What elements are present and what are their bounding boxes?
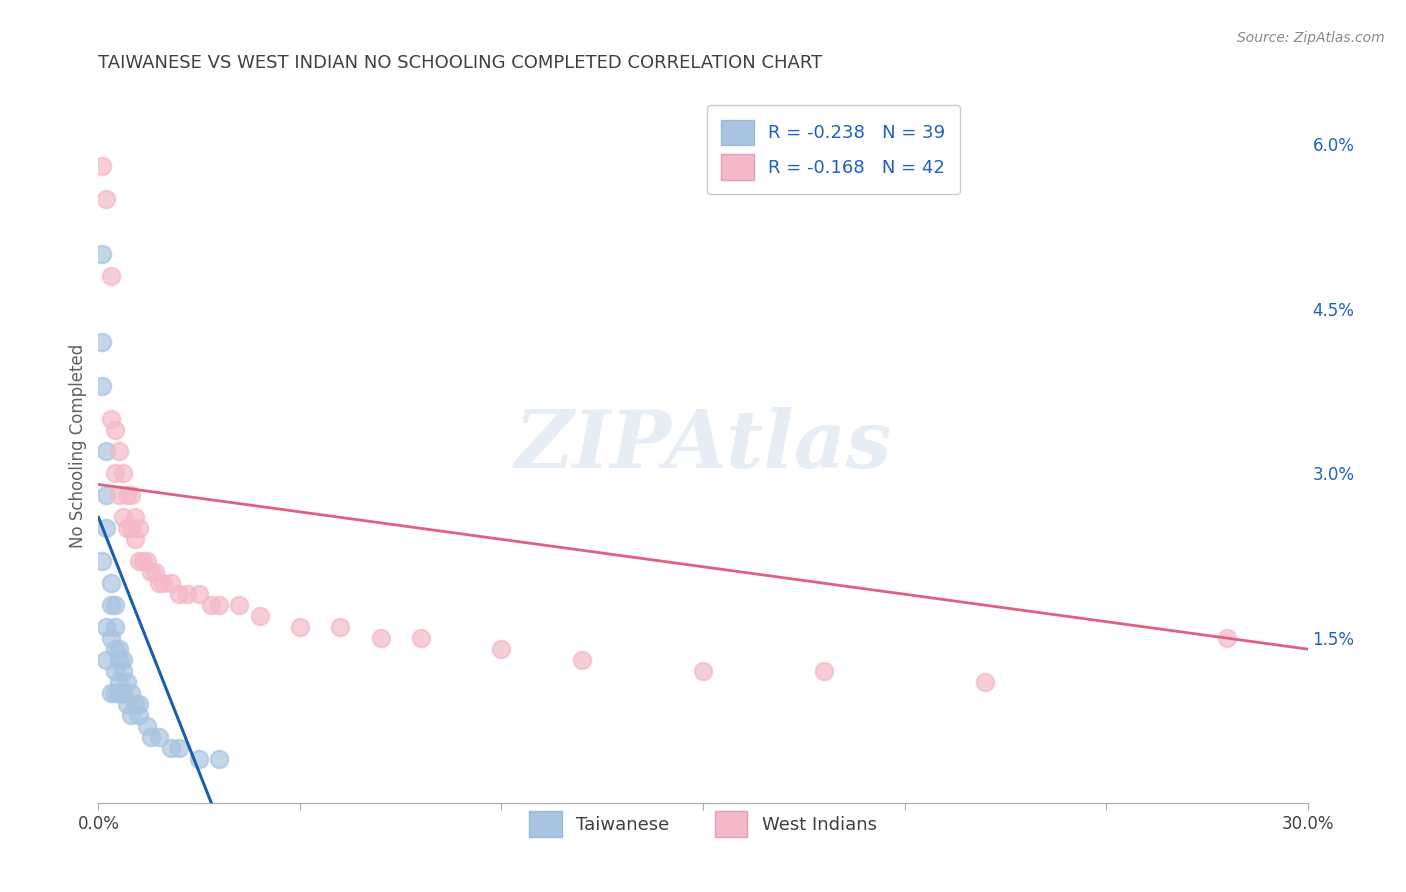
Point	[100, 686, 122, 700]
Point	[813, 664, 835, 678]
Point	[91, 247, 114, 261]
Point	[249, 609, 271, 624]
Point	[974, 675, 997, 690]
Point	[107, 653, 129, 667]
Point	[491, 642, 513, 657]
Point	[100, 631, 122, 645]
Point	[692, 664, 714, 678]
Point	[103, 598, 125, 612]
Point	[96, 521, 118, 535]
Point	[200, 598, 222, 612]
Point	[120, 686, 142, 700]
Point	[103, 686, 125, 700]
Point	[107, 488, 129, 502]
Point	[107, 444, 129, 458]
Point	[160, 576, 183, 591]
Point	[167, 740, 190, 755]
Point	[115, 521, 138, 535]
Point	[135, 719, 157, 733]
Point	[107, 686, 129, 700]
Point	[100, 411, 122, 425]
Point	[124, 697, 146, 711]
Point	[571, 653, 593, 667]
Point	[124, 510, 146, 524]
Point	[111, 510, 134, 524]
Point	[143, 566, 166, 580]
Point	[139, 730, 162, 744]
Point	[96, 444, 118, 458]
Text: Source: ZipAtlas.com: Source: ZipAtlas.com	[1237, 31, 1385, 45]
Point	[107, 675, 129, 690]
Point	[115, 488, 138, 502]
Point	[228, 598, 250, 612]
Point	[91, 554, 114, 568]
Point	[370, 631, 392, 645]
Point	[120, 708, 142, 723]
Point	[103, 664, 125, 678]
Point	[111, 653, 134, 667]
Point	[115, 675, 138, 690]
Text: TAIWANESE VS WEST INDIAN NO SCHOOLING COMPLETED CORRELATION CHART: TAIWANESE VS WEST INDIAN NO SCHOOLING CO…	[98, 54, 823, 72]
Y-axis label: No Schooling Completed: No Schooling Completed	[69, 344, 87, 548]
Point	[409, 631, 432, 645]
Point	[148, 730, 170, 744]
Text: ZIPAtlas: ZIPAtlas	[515, 408, 891, 484]
Point	[208, 598, 231, 612]
Legend: Taiwanese, West Indians: Taiwanese, West Indians	[522, 804, 884, 844]
Point	[128, 697, 150, 711]
Point	[135, 554, 157, 568]
Point	[107, 642, 129, 657]
Point	[152, 576, 174, 591]
Point	[91, 378, 114, 392]
Point	[111, 686, 134, 700]
Point	[96, 488, 118, 502]
Point	[103, 642, 125, 657]
Point	[103, 620, 125, 634]
Point	[188, 587, 211, 601]
Point	[115, 697, 138, 711]
Point	[120, 488, 142, 502]
Point	[128, 708, 150, 723]
Point	[208, 752, 231, 766]
Point	[120, 521, 142, 535]
Point	[100, 268, 122, 283]
Point	[160, 740, 183, 755]
Point	[111, 467, 134, 481]
Point	[96, 192, 118, 206]
Point	[132, 554, 155, 568]
Point	[167, 587, 190, 601]
Point	[128, 521, 150, 535]
Point	[96, 653, 118, 667]
Point	[91, 334, 114, 349]
Point	[128, 554, 150, 568]
Point	[188, 752, 211, 766]
Point	[329, 620, 352, 634]
Point	[96, 620, 118, 634]
Point	[91, 159, 114, 173]
Point	[288, 620, 311, 634]
Point	[176, 587, 198, 601]
Point	[1216, 631, 1239, 645]
Point	[124, 533, 146, 547]
Point	[103, 467, 125, 481]
Point	[139, 566, 162, 580]
Point	[100, 598, 122, 612]
Point	[100, 576, 122, 591]
Point	[111, 664, 134, 678]
Point	[148, 576, 170, 591]
Point	[103, 423, 125, 437]
